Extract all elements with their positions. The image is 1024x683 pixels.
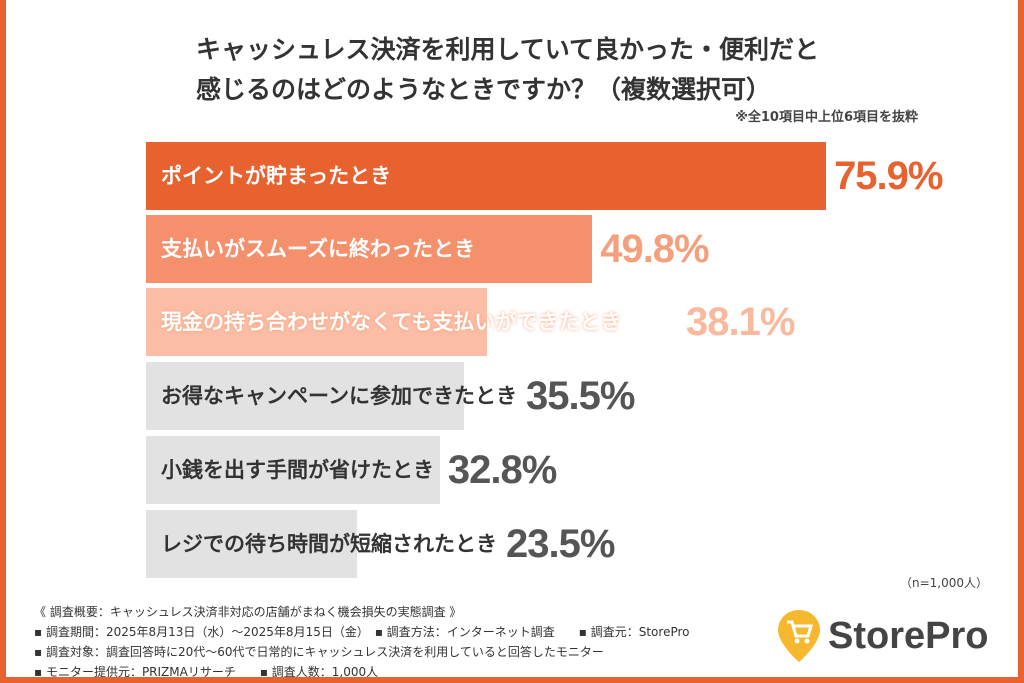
bar xyxy=(146,362,465,430)
category-label: ポイントが貯まったとき xyxy=(161,164,392,188)
bar xyxy=(146,510,357,578)
category-label: 支払いがスムーズに終わったとき xyxy=(161,237,475,261)
cart-pin-icon xyxy=(778,610,820,662)
value-label: 49.8% xyxy=(600,227,709,271)
category-label: 現金の持ち合わせがなくても支払いができたとき xyxy=(161,310,622,334)
category-label: 小銭を出す手間が省けたとき xyxy=(161,458,434,482)
bar xyxy=(146,288,488,356)
bar xyxy=(146,215,593,283)
footer-line-1: 《 調査概要：キャッシュレス決済非対応の店舗がまねく機会損失の実態調査 》 xyxy=(34,605,462,619)
chart-note: ※全10項目中上位6項目を抜粋 xyxy=(735,110,918,125)
value-label: 35.5% xyxy=(526,374,635,418)
value-label: 75.9% xyxy=(834,154,943,198)
value-label: 38.1% xyxy=(686,300,795,344)
title-line-1: キャッシュレス決済を利用していて良かった・便利だと xyxy=(196,35,820,64)
footer-line-3: ▪ 調査対象：調査回答時に20代～60代で日常的にキャッシュレス決済を利用してい… xyxy=(34,645,604,659)
storepro-logo: StorePro xyxy=(776,608,988,664)
value-label: 23.5% xyxy=(506,522,615,566)
title-line-2: 感じるのはどのようなときですか？（複数選択可） xyxy=(196,75,772,104)
chart-title: キャッシュレス決済を利用していて良かった・便利だと 感じるのはどのようなときです… xyxy=(196,30,819,110)
bar xyxy=(146,142,827,210)
category-label: お得なキャンペーンに参加できたとき xyxy=(161,384,517,408)
sample-size: （n=1,000人） xyxy=(899,576,988,590)
footer-line-2: ▪ 調査期間：2025年8月13日（水）～2025年8月15日（金） ▪ 調査方… xyxy=(34,625,690,639)
logo-text: StorePro xyxy=(828,614,989,657)
bar xyxy=(146,436,440,504)
footer-line-4: ▪ モニター提供元：PRIZMAリサーチ ▪ 調査人数：1,000人 xyxy=(34,665,379,679)
category-label: レジでの待ち時間が短縮されたとき xyxy=(161,532,497,556)
value-label: 32.8% xyxy=(447,448,557,492)
